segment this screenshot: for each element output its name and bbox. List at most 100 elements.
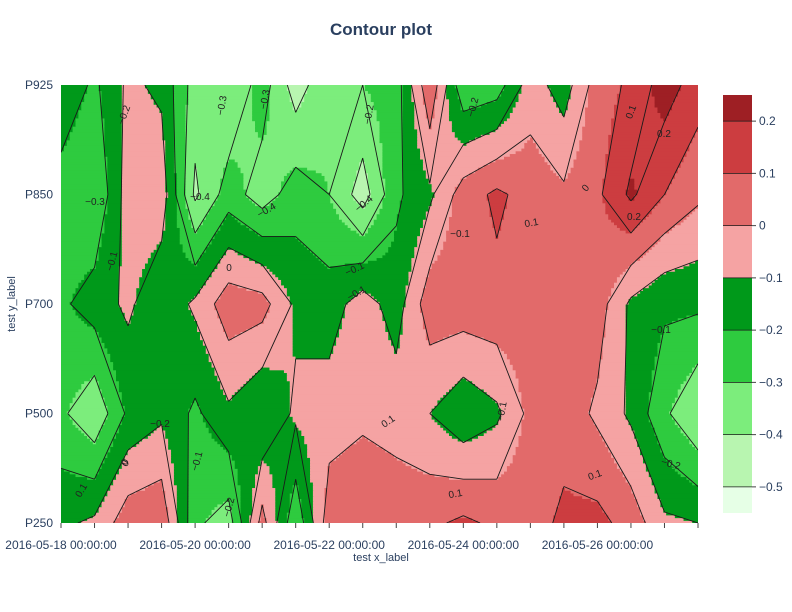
contour-fill-cell: [686, 153, 698, 157]
contour-fill-cell: [185, 109, 253, 113]
contour-label: 0: [580, 182, 592, 194]
contour-fill-cell: [118, 298, 137, 302]
contour-fill-cell: [197, 197, 218, 201]
contour-fill-cell: [118, 468, 175, 472]
contour-fill-cell: [310, 468, 328, 472]
contour-fill-cell: [602, 178, 630, 182]
contour-fill-cell: [570, 87, 589, 92]
contour-fill-cell: [188, 85, 253, 89]
contour-fill-cell: [645, 216, 688, 220]
contour-fill-cell: [425, 328, 606, 332]
contour-fill-cell: [550, 87, 572, 92]
contour-fill-cell: [370, 189, 386, 193]
contour-fill-cell: [556, 506, 604, 510]
contour-fill-cell: [631, 295, 698, 300]
contour-fill-cell: [625, 383, 653, 387]
contour-fill-cell: [121, 254, 152, 259]
colorbar-segment: [723, 486, 752, 513]
contour-fill-cell: [608, 449, 641, 453]
contour-fill-cell: [376, 216, 398, 220]
contour-fill-cell: [501, 90, 522, 94]
contour-fill-cell: [608, 142, 690, 146]
contour-fill-cell: [599, 501, 638, 505]
contour-fill-cell: [454, 383, 476, 387]
contour-fill-cell: [214, 304, 271, 308]
contour-fill-cell: [61, 87, 88, 92]
contour-fill-cell: [188, 481, 239, 486]
contour-fill-cell: [382, 172, 404, 176]
contour-fill-cell: [107, 454, 126, 458]
contour-fill-cell: [240, 520, 250, 523]
contour-fill-cell: [501, 219, 612, 223]
contour-fill-cell: [61, 117, 77, 122]
contour-fill-cell: [171, 449, 189, 453]
contour-fill-cell: [336, 457, 398, 461]
contour-fill-cell: [136, 293, 198, 297]
contour-fill-cell: [165, 219, 178, 223]
contour-fill-cell: [428, 339, 439, 343]
contour-fill-cell: [553, 95, 572, 100]
contour-fill-cell: [266, 123, 381, 127]
contour-fill-cell: [121, 241, 161, 245]
contour-fill-cell: [692, 137, 698, 141]
contour-fill-cell: [257, 134, 265, 138]
contour-fill-cell: [402, 126, 415, 130]
contour-fill-cell: [312, 506, 326, 510]
contour-fill-cell: [596, 386, 627, 390]
contour-fill-cell: [674, 421, 698, 426]
contour-fill-cell: [165, 432, 189, 436]
contour-fill-cell: [72, 128, 106, 133]
contour-fill-cell: [292, 312, 346, 316]
contour-fill-cell: [602, 350, 627, 354]
contour-fill-cell: [61, 399, 74, 404]
contour-fill-cell: [396, 457, 514, 461]
contour-fill-cell: [312, 498, 326, 502]
contour-fill-cell: [107, 183, 123, 187]
contour-fill-cell: [448, 520, 479, 523]
contour-fill-cell: [385, 325, 404, 330]
contour-fill-cell: [281, 189, 328, 193]
contour-fill-cell: [104, 219, 123, 223]
contour-fill-cell: [657, 440, 690, 445]
contour-fill-cell: [590, 399, 627, 404]
contour-fill-cell: [185, 139, 381, 144]
contour-fill-cell: [208, 353, 294, 357]
contour-fill-cell: [197, 328, 224, 332]
contour-fill-cell: [255, 230, 357, 234]
contour-fill-cell: [527, 139, 534, 144]
contour-fill-cell: [101, 98, 123, 103]
contour-fill-cell: [165, 139, 175, 144]
contour-fill-cell: [101, 93, 123, 97]
contour-fill-cell: [217, 197, 250, 201]
contour-fill-cell: [420, 150, 517, 155]
contour-fill-cell: [677, 394, 698, 398]
contour-fill-cell: [197, 262, 218, 267]
contour-fill-cell: [451, 194, 488, 198]
contour-fill-cell: [379, 134, 404, 138]
contour-fill-cell: [266, 126, 381, 130]
contour-fill-cell: [489, 213, 505, 217]
contour-fill-cell: [379, 304, 407, 308]
contour-fill-cell: [205, 282, 230, 286]
contour-fill-cell: [492, 216, 505, 220]
contour-fill-cell: [237, 476, 256, 480]
contour-fill-cell: [576, 150, 609, 155]
contour-fill-cell: [695, 260, 698, 264]
contour-fill-cell: [194, 189, 201, 193]
contour-fill-cell: [118, 388, 224, 393]
contour-fill-cell: [680, 164, 698, 168]
contour-line: [192, 85, 371, 209]
contour-fill-cell: [289, 90, 308, 94]
contour-fill-cell: [614, 282, 653, 286]
contour-fill-cell: [61, 380, 85, 384]
contour-fill-cell: [162, 126, 175, 130]
contour-fill-cell: [252, 93, 271, 97]
contour-fill-cell: [674, 399, 698, 404]
contour-fill-cell: [61, 262, 97, 267]
contour-fill-cell: [689, 147, 698, 152]
contour-fill-cell: [310, 470, 328, 475]
contour-fill-cell: [605, 440, 638, 445]
contour-fill-cell: [205, 424, 297, 428]
contour-fill-cell: [515, 449, 609, 453]
contour-fill-cell: [199, 257, 221, 261]
